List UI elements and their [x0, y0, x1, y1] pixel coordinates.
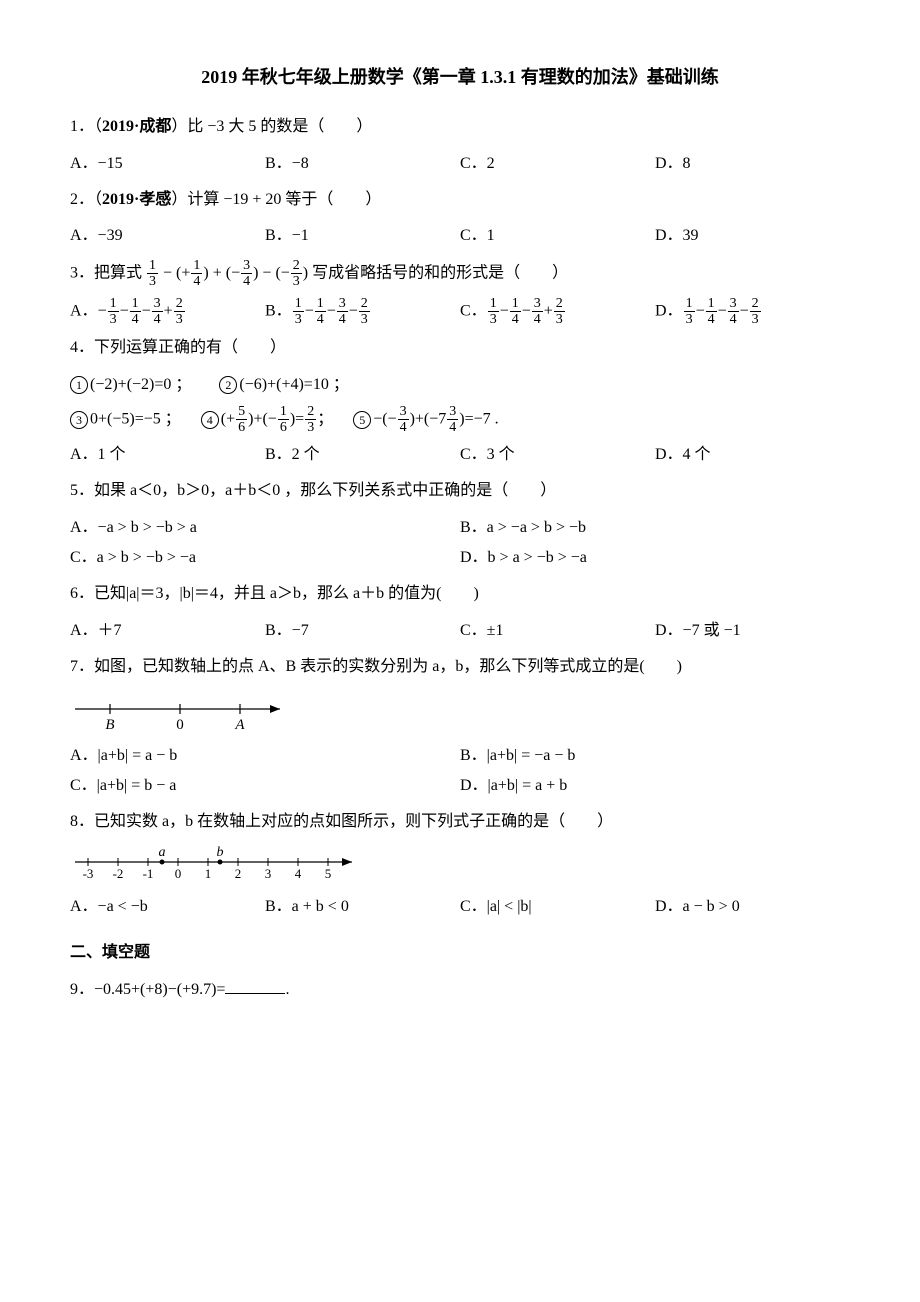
- svg-text:4: 4: [295, 866, 302, 881]
- q1-options: A．−15 B．−8 C．2 D．8: [70, 149, 850, 179]
- q2-options: A．−39 B．−1 C．1 D．39: [70, 221, 850, 251]
- q4-opt-b: B．2 个: [265, 440, 460, 470]
- circled-3-icon: 3: [70, 411, 88, 429]
- svg-text:-1: -1: [143, 866, 154, 881]
- frac-1-3: 13: [147, 258, 158, 290]
- svg-text:b: b: [217, 845, 224, 860]
- frac-1-4: 14: [191, 258, 202, 290]
- q2-opt-c: C．1: [460, 221, 655, 251]
- q4-line1: 1(−2)+(−2)=0 ； 2(−6)+(+4)=10 ；: [70, 370, 850, 400]
- q9-stem-post: .: [285, 981, 289, 998]
- svg-text:0: 0: [176, 717, 184, 733]
- q6-options: A．＋7 B．−7 C．±1 D．−7 或 −1: [70, 616, 850, 646]
- q4-options: A．1 个 B．2 个 C．3 个 D．4 个: [70, 440, 850, 470]
- q2-opt-b: B．−1: [265, 221, 460, 251]
- q5-opt-c: C．a > b > −b > −a: [70, 543, 460, 573]
- question-9: 9．−0.45+(+8)−(+9.7)=.: [70, 975, 850, 1005]
- q3-opt-b: B．13−14−34−23: [265, 296, 460, 328]
- q4-opt-d: D．4 个: [655, 440, 850, 470]
- q3-opt-c: C．13−14−34+23: [460, 296, 655, 328]
- q1-opt-b: B．−8: [265, 149, 460, 179]
- question-7: 7．如图，已知数轴上的点 A、B 表示的实数分别为 a，b，那么下列等式成立的是…: [70, 652, 850, 682]
- q2-opt-a: A．−39: [70, 221, 265, 251]
- frac-3-4: 34: [241, 258, 252, 290]
- circled-4-icon: 4: [201, 411, 219, 429]
- q1-stem-b: ）比 −3 大 5 的数是（ ）: [171, 118, 372, 135]
- q2-source: 2019·孝感: [102, 191, 171, 208]
- q1-source: 2019·成都: [102, 118, 171, 135]
- q1-opt-d: D．8: [655, 149, 850, 179]
- q3-opt-a: A．−13−14−34+23: [70, 296, 265, 328]
- q7-opt-c: C．|a+b| = b − a: [70, 771, 460, 801]
- q3-options: A．−13−14−34+23 B．13−14−34−23 C．13−14−34+…: [70, 296, 850, 328]
- q4-line2: 30+(−5)=−5 ； 4(+56)+(−16)=23； 5−(−34)+(−…: [70, 404, 850, 436]
- q4-opt-a: A．1 个: [70, 440, 265, 470]
- q5-options: A．−a > b > −b > a B．a > −a > b > −b C．a …: [70, 513, 850, 574]
- q1-stem-a: 1．（: [70, 118, 102, 135]
- q9-stem-pre: 9．−0.45+(+8)−(+9.7)=: [70, 981, 225, 998]
- q3-stem-pre: 3．把算式: [70, 264, 142, 281]
- q5-opt-d: D．b > a > −b > −a: [460, 543, 850, 573]
- q8-opt-a: A．−a < −b: [70, 892, 265, 922]
- page-title: 2019 年秋七年级上册数学《第一章 1.3.1 有理数的加法》基础训练: [70, 60, 850, 94]
- q8-options: A．−a < −b B．a + b < 0 C．|a| < |b| D．a − …: [70, 892, 850, 922]
- q9-blank: [225, 977, 285, 994]
- q6-opt-d: D．−7 或 −1: [655, 616, 850, 646]
- q3-stem-post: 写成省略括号的和的形式是（ ）: [312, 264, 568, 281]
- question-3: 3．把算式 13 − (+14) + (−34) − (−23) 写成省略括号的…: [70, 258, 850, 290]
- svg-text:0: 0: [175, 866, 182, 881]
- q1-opt-a: A．−15: [70, 149, 265, 179]
- q6-opt-b: B．−7: [265, 616, 460, 646]
- q8-opt-b: B．a + b < 0: [265, 892, 460, 922]
- q6-opt-c: C．±1: [460, 616, 655, 646]
- q1-opt-c: C．2: [460, 149, 655, 179]
- circled-5-icon: 5: [353, 411, 371, 429]
- section-2-title: 二、填空题: [70, 938, 850, 968]
- q7-options: A．|a+b| = a − b B．|a+b| = −a − b C．|a+b|…: [70, 741, 850, 802]
- question-1: 1．（2019·成都）比 −3 大 5 的数是（ ）: [70, 112, 850, 142]
- svg-text:5: 5: [325, 866, 332, 881]
- svg-text:A: A: [234, 717, 245, 733]
- question-5: 5．如果 a＜0，b＞0，a＋b＜0 ，那么下列关系式中正确的是（ ）: [70, 476, 850, 506]
- q5-opt-b: B．a > −a > b > −b: [460, 513, 850, 543]
- q7-opt-b: B．|a+b| = −a − b: [460, 741, 850, 771]
- q2-opt-d: D．39: [655, 221, 850, 251]
- q4-opt-c: C．3 个: [460, 440, 655, 470]
- q2-stem-a: 2．（: [70, 191, 102, 208]
- question-6: 6．已知|a|＝3，|b|＝4，并且 a＞b，那么 a＋b 的值为( ): [70, 579, 850, 609]
- frac-2-3: 23: [291, 258, 302, 290]
- question-2: 2．（2019·孝感）计算 −19 + 20 等于（ ）: [70, 185, 850, 215]
- q7-opt-d: D．|a+b| = a + b: [460, 771, 850, 801]
- svg-text:a: a: [159, 845, 166, 860]
- circled-2-icon: 2: [219, 376, 237, 394]
- svg-text:B: B: [105, 717, 114, 733]
- svg-text:3: 3: [265, 866, 272, 881]
- q3-opt-d: D．13−14−34−23: [655, 296, 850, 328]
- circled-1-icon: 1: [70, 376, 88, 394]
- q8-opt-c: C．|a| < |b|: [460, 892, 655, 922]
- q2-stem-b: ）计算 −19 + 20 等于（ ）: [171, 191, 381, 208]
- q6-opt-a: A．＋7: [70, 616, 265, 646]
- q7-number-line: B 0 A: [70, 689, 290, 735]
- question-4: 4．下列运算正确的有（ ）: [70, 333, 850, 363]
- q8-opt-d: D．a − b > 0: [655, 892, 850, 922]
- svg-text:-2: -2: [113, 866, 124, 881]
- svg-text:1: 1: [205, 866, 212, 881]
- q8-number-line: -3 -2 -1 0 1 2 3 4 5 a b: [70, 844, 360, 886]
- q5-opt-a: A．−a > b > −b > a: [70, 513, 460, 543]
- question-8: 8．已知实数 a，b 在数轴上对应的点如图所示，则下列式子正确的是（ ）: [70, 807, 850, 837]
- q7-opt-a: A．|a+b| = a − b: [70, 741, 460, 771]
- svg-text:2: 2: [235, 866, 242, 881]
- svg-text:-3: -3: [83, 866, 94, 881]
